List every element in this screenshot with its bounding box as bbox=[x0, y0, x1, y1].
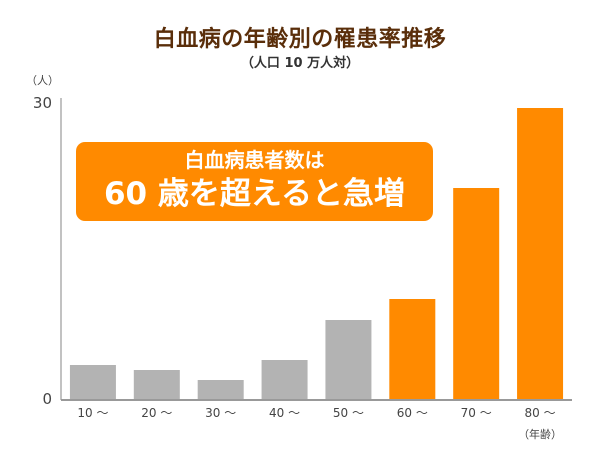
bar-7 bbox=[453, 188, 500, 400]
bar-8 bbox=[517, 108, 564, 400]
y-tick-label: 30 bbox=[33, 94, 52, 112]
callout-box: 白血病患者数は 60 歳を超えると急増 bbox=[76, 142, 433, 221]
x-tick-label: 40 ～ bbox=[269, 406, 300, 420]
callout-line1: 白血病患者数は bbox=[184, 148, 325, 172]
bar-4 bbox=[261, 360, 308, 400]
bar-1 bbox=[69, 365, 116, 400]
chart-title: 白血病の年齢別の罹患率推移 bbox=[153, 27, 447, 52]
bar-3 bbox=[197, 380, 244, 400]
x-tick-label: 80 ～ bbox=[525, 406, 556, 420]
x-tick-label: 20 ～ bbox=[141, 406, 172, 420]
y-tick-label: 0 bbox=[42, 390, 52, 408]
x-axis-label: （年齢） bbox=[518, 427, 562, 441]
x-tick-label: 70 ～ bbox=[461, 406, 492, 420]
bar-2 bbox=[133, 370, 180, 400]
callout-line2: 60 歳を超えると急増 bbox=[103, 176, 405, 212]
x-tick-label: 10 ～ bbox=[77, 406, 108, 420]
bar-6 bbox=[389, 299, 436, 400]
x-tick-label: 60 ～ bbox=[397, 406, 428, 420]
y-axis-unit-label: （人） bbox=[26, 74, 59, 87]
x-tick-label: 50 ～ bbox=[333, 406, 364, 420]
chart-subtitle: （人口 10 万人対） bbox=[240, 56, 360, 71]
bar-5 bbox=[325, 320, 372, 400]
x-tick-label: 30 ～ bbox=[205, 406, 236, 420]
